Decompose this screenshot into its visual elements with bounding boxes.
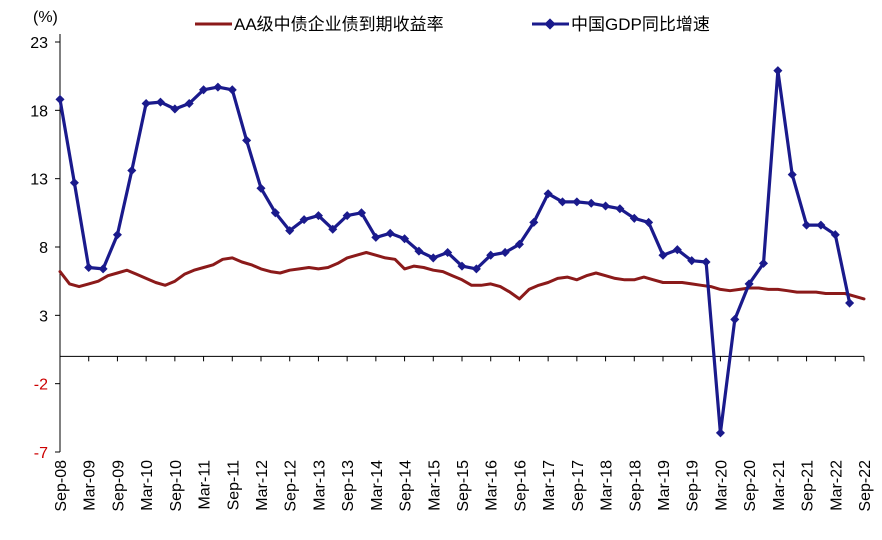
gdp-data-point	[644, 217, 654, 227]
series-line-gdp	[58, 69, 852, 435]
x-tick-label: Mar-14	[369, 460, 386, 511]
gdp-data-point	[572, 197, 582, 207]
gdp-data-point	[69, 178, 79, 188]
x-tick-label: Sep-15	[455, 460, 472, 512]
x-tick-label: Mar-12	[254, 460, 271, 511]
x-tick-label: Mar-13	[311, 460, 328, 511]
y-tick-label: 18	[30, 103, 48, 120]
gdp-data-point	[830, 230, 840, 240]
gdp-data-point	[414, 246, 424, 256]
legend: AA级中债企业债到期收益率 中国GDP同比增速	[195, 15, 710, 34]
x-tick-label: Mar-10	[139, 460, 156, 511]
gdp-data-point	[816, 220, 826, 230]
gdp-data-point	[184, 98, 194, 109]
gdp-data-point	[84, 262, 94, 273]
gdp-data-point	[701, 257, 711, 267]
x-tick-label: Sep-13	[340, 460, 357, 512]
x-tick-label: Mar-20	[713, 460, 730, 511]
x-tick-label: Sep-21	[800, 460, 817, 512]
gdp-data-point	[170, 104, 180, 114]
x-tick-label: Sep-22	[857, 460, 874, 512]
gdp-data-point	[299, 215, 309, 225]
gdp-data-point	[356, 208, 367, 218]
x-tick-label: Mar-16	[484, 460, 501, 511]
legend-label-aa-yield: AA级中债企业债到期收益率	[234, 15, 444, 34]
x-tick-label: Sep-12	[283, 460, 300, 512]
x-tick-label: Mar-21	[771, 460, 788, 511]
gdp-data-point	[787, 170, 797, 180]
y-tick-label: 13	[30, 172, 48, 189]
gdp-data-point	[529, 217, 539, 227]
gdp-data-point	[55, 94, 65, 104]
gdp-data-point	[371, 232, 381, 242]
gdp-data-point	[242, 135, 252, 145]
gdp-data-point	[486, 250, 496, 260]
gdp-data-point	[213, 82, 223, 92]
x-tick-label: Sep-08	[53, 460, 70, 512]
gdp-data-point	[802, 220, 812, 230]
x-tick-label: Sep-11	[225, 460, 242, 511]
gdp-data-point	[227, 85, 237, 95]
y-tick-label: 8	[39, 240, 48, 257]
y-tick-label: 23	[30, 35, 48, 52]
y-tick-label: -2	[34, 377, 48, 394]
x-tick-label: Mar-19	[656, 460, 673, 511]
y-axis: 23 18 13 8 3 -2 -7	[30, 34, 61, 462]
x-tick-label: Sep-16	[512, 460, 529, 512]
gdp-data-point	[845, 298, 855, 308]
y-tick-label: 3	[39, 308, 48, 325]
gdp-data-point	[715, 428, 725, 438]
gdp-data-point	[112, 230, 122, 240]
gdp-data-point	[98, 264, 108, 274]
gdp-data-point	[773, 66, 783, 76]
x-tick-label: Mar-15	[426, 460, 443, 511]
x-tick-label: Mar-18	[599, 460, 616, 511]
x-tick-label: Mar-11	[197, 460, 214, 510]
gdp-data-point	[615, 204, 625, 214]
y-axis-unit-label: (%)	[33, 9, 58, 26]
series-line-aa-yield	[58, 251, 866, 301]
gdp-data-point	[141, 99, 151, 109]
gdp-data-point	[155, 97, 166, 107]
gdp-data-point	[629, 213, 639, 223]
x-tick-label: Sep-18	[627, 460, 644, 512]
y-tick-label: -7	[34, 445, 48, 462]
x-tick-label: Sep-20	[742, 460, 759, 512]
gdp-data-point	[730, 314, 740, 324]
gdp-data-point	[601, 201, 611, 211]
x-tick-label: Mar-17	[541, 460, 558, 511]
gdp-data-point	[199, 85, 209, 95]
gdp-data-point	[500, 247, 510, 257]
x-tick-label: Mar-09	[82, 460, 99, 511]
gdp-data-point	[127, 165, 137, 175]
gdp-data-point	[687, 256, 697, 266]
x-tick-label: Mar-22	[828, 460, 845, 511]
gdp-data-point	[658, 250, 668, 260]
x-tick-label: Sep-14	[398, 460, 415, 512]
gdp-data-point	[457, 261, 467, 271]
gdp-data-point	[385, 228, 395, 238]
series-layer	[55, 66, 866, 438]
x-tick-label: Sep-17	[570, 460, 587, 512]
x-axis: Sep-08 Mar-09 Sep-09 Mar-10 Sep-10 Mar-11 Sep-…	[53, 355, 874, 512]
gdp-data-point	[270, 208, 280, 218]
x-tick-label: Sep-10	[168, 460, 185, 512]
x-tick-label: Sep-09	[110, 460, 127, 512]
gdp-data-point	[758, 258, 769, 268]
gdp-data-point	[471, 264, 481, 274]
legend-marker-gdp	[544, 18, 556, 30]
legend-label-gdp: 中国GDP同比增速	[571, 15, 710, 34]
x-tick-label: Sep-19	[685, 460, 702, 512]
gdp-data-point	[586, 198, 596, 208]
